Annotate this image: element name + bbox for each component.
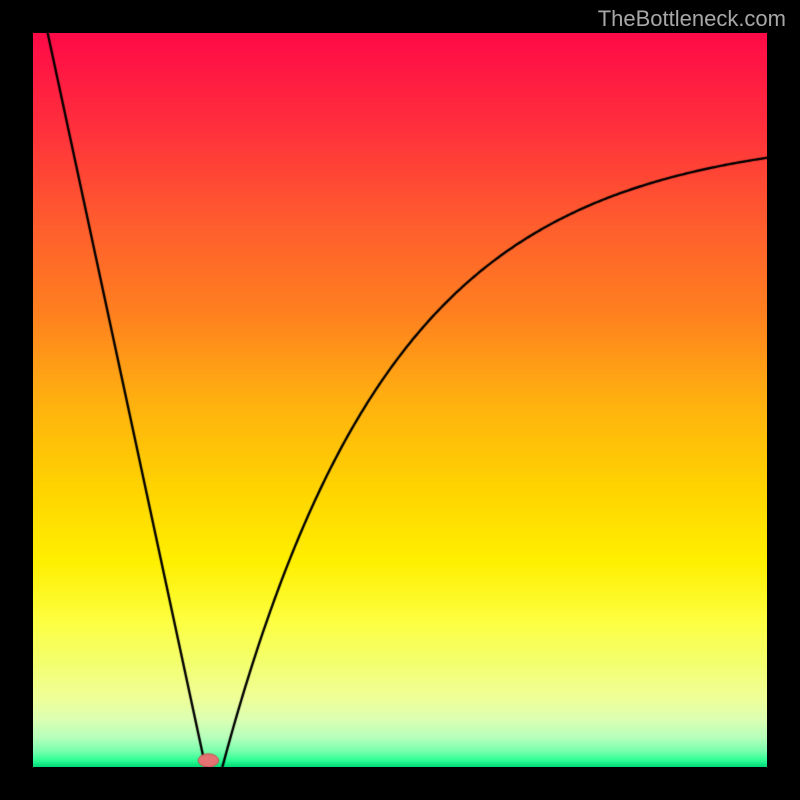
plot-area [33,33,767,767]
chart-canvas [33,33,767,767]
attribution-label: TheBottleneck.com [598,6,786,32]
chart-frame: TheBottleneck.com [0,0,800,800]
